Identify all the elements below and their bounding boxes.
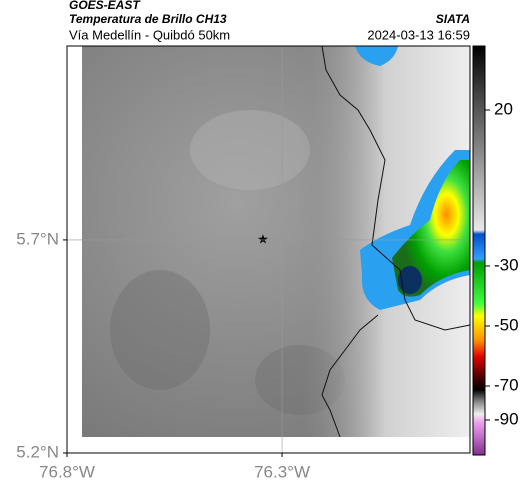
map-frame: [66, 45, 471, 454]
satellite-image: ★: [67, 45, 471, 453]
org: SIATA: [436, 12, 470, 26]
subtitle: Vía Medellín - Quibdó 50km: [69, 27, 230, 42]
datetime: 2024-03-13 16:59: [367, 27, 470, 42]
y-tick-label: 5.7°N: [16, 229, 59, 248]
colorbar-tick-label: -50: [494, 315, 519, 334]
colorbar: [472, 45, 486, 456]
colorbar-tick-label: -90: [494, 409, 519, 428]
x-tick-label: 76.8°W: [39, 462, 95, 481]
svg-text:★: ★: [257, 231, 269, 246]
x-tick-label: 76.3°W: [254, 462, 310, 481]
y-tick-label: 5.2°N: [16, 442, 59, 461]
colorbar-tick-label: -70: [494, 375, 519, 394]
title: Temperatura de Brillo CH13: [69, 12, 227, 26]
colorbar-tick-label: 20: [494, 99, 513, 118]
colorbar-tick-label: -30: [494, 255, 519, 274]
source: GOES-EAST: [69, 0, 141, 12]
